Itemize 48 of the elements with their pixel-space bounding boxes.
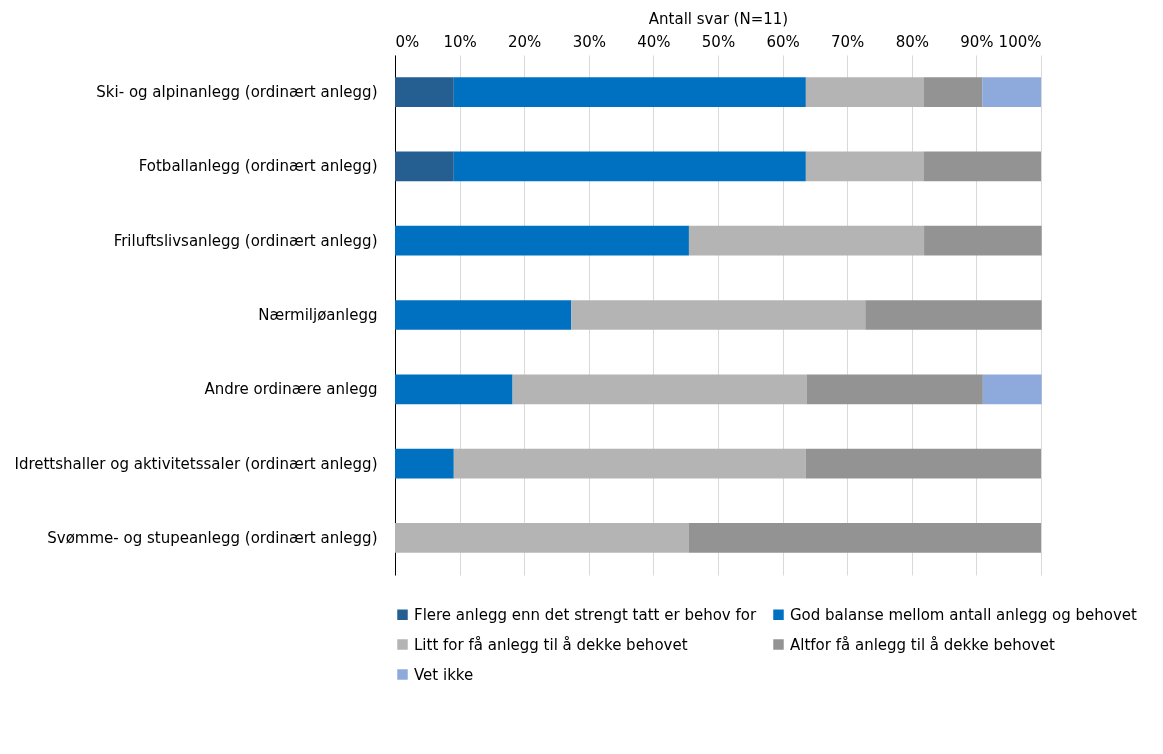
legend-label: Altfor få anlegg til å dekke behovet bbox=[790, 635, 1055, 654]
legend-label: Flere anlegg enn det strengt tatt er behov for bbox=[414, 605, 757, 624]
bar bbox=[982, 77, 1041, 107]
legend-label: Vet ikke bbox=[414, 665, 474, 684]
bar bbox=[395, 300, 572, 330]
bar bbox=[395, 225, 689, 256]
bar bbox=[865, 300, 1042, 330]
y-tick-label: Fotballanlegg (ordinært anlegg) bbox=[138, 157, 378, 176]
bar bbox=[512, 374, 807, 405]
bar bbox=[395, 448, 454, 479]
x-tick-label: 90% bbox=[960, 32, 994, 51]
bar bbox=[453, 151, 806, 182]
y-tick-label: Andre ordinære anlegg bbox=[204, 380, 378, 399]
bar bbox=[923, 77, 983, 107]
bar bbox=[395, 77, 454, 107]
x-tick-label: 70% bbox=[831, 32, 865, 51]
bar bbox=[395, 374, 513, 405]
bar bbox=[688, 523, 1041, 553]
x-tick-label: 30% bbox=[572, 32, 606, 51]
x-tick-label: 50% bbox=[701, 32, 736, 51]
y-tick-label: Nærmiljøanlegg bbox=[258, 306, 378, 324]
bar bbox=[453, 448, 806, 479]
x-tick-label: 60% bbox=[766, 32, 800, 51]
x-tick-label: 40% bbox=[637, 32, 671, 51]
bar bbox=[805, 448, 1041, 479]
x-tick-label: 0% bbox=[395, 32, 420, 51]
bar bbox=[571, 300, 866, 330]
x-tick-label: 20% bbox=[508, 32, 542, 51]
bar bbox=[395, 523, 689, 553]
bar bbox=[805, 77, 924, 107]
legend-label: God balanse mellom antall anlegg og behovet bbox=[790, 605, 1137, 624]
x-tick-label: 10% bbox=[443, 32, 477, 51]
x-tick-label: 100% bbox=[998, 32, 1042, 51]
y-tick-label: Idrettshaller og aktivitetssaler (ordinært anlegg) bbox=[14, 454, 378, 473]
bar bbox=[395, 151, 454, 182]
bar bbox=[923, 151, 1041, 182]
bar bbox=[453, 77, 806, 107]
y-tick-label: Friluftslivsanlegg (ordinært anlegg) bbox=[113, 231, 378, 250]
bar bbox=[924, 225, 1042, 256]
bar bbox=[806, 374, 983, 405]
bar bbox=[805, 151, 924, 182]
y-tick-label: Svømme- og stupeanlegg (ordinært anlegg) bbox=[47, 528, 378, 547]
y-tick-label: Ski- og alpinanlegg (ordinært anlegg) bbox=[96, 83, 378, 102]
legend-label: Litt for få anlegg til å dekke behovet bbox=[414, 635, 688, 654]
bar bbox=[688, 225, 925, 256]
bar bbox=[982, 374, 1042, 405]
x-tick-label: 80% bbox=[895, 32, 929, 51]
x-axis-title: Antall svar (N=11) bbox=[648, 9, 789, 28]
